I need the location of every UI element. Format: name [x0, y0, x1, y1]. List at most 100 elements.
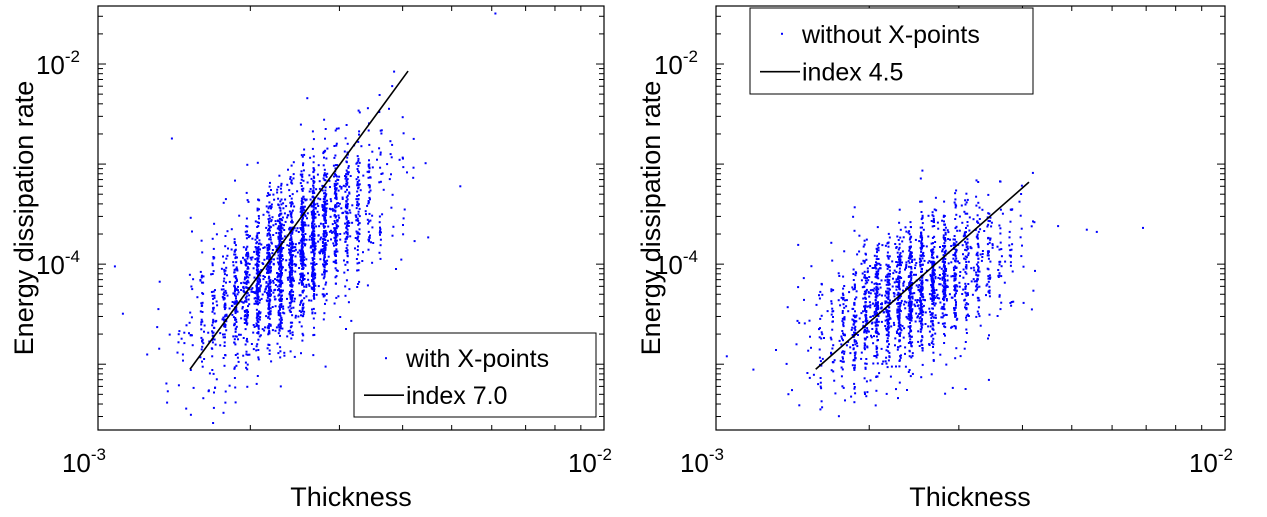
data-point [955, 292, 957, 295]
data-point [943, 245, 946, 248]
data-point [366, 284, 369, 287]
data-point [938, 274, 941, 276]
data-point [346, 188, 348, 191]
data-point [322, 277, 325, 280]
data-point [263, 246, 266, 249]
data-point [303, 274, 306, 277]
data-point [403, 208, 406, 211]
data-point [246, 199, 249, 202]
data-point [930, 256, 933, 259]
data-point [866, 345, 869, 348]
data-point [887, 283, 890, 286]
data-point [289, 291, 291, 294]
data-point [235, 300, 238, 302]
data-point [944, 269, 947, 272]
data-point [278, 214, 281, 217]
data-point [898, 208, 901, 211]
data-point [725, 355, 728, 358]
data-point [288, 276, 291, 279]
data-point [904, 346, 907, 349]
data-point [889, 273, 891, 275]
data-point [280, 321, 283, 324]
data-point [368, 191, 371, 194]
y-tick-label: 10-4 [36, 247, 80, 280]
data-point [355, 178, 358, 181]
data-point [245, 366, 248, 369]
data-point [289, 234, 292, 237]
data-point [953, 254, 956, 256]
data-point [301, 233, 303, 236]
data-point [290, 197, 293, 200]
data-point [325, 243, 328, 246]
data-point [300, 214, 303, 217]
data-point [285, 205, 288, 208]
data-point [964, 271, 967, 274]
data-point [308, 174, 311, 177]
data-point [942, 265, 945, 268]
data-point [910, 311, 913, 314]
data-point [211, 321, 214, 324]
data-point [887, 290, 890, 293]
data-point [256, 161, 259, 164]
data-point [896, 311, 899, 314]
data-point [954, 218, 957, 220]
data-point [302, 278, 304, 281]
data-point [933, 291, 936, 294]
data-point [954, 327, 957, 330]
data-point [987, 378, 990, 381]
data-point [230, 248, 233, 251]
data-point [841, 297, 844, 300]
data-point [325, 270, 328, 273]
data-point [300, 262, 302, 265]
data-point [945, 314, 948, 316]
data-point [334, 209, 337, 212]
data-point [1009, 264, 1012, 267]
data-point [341, 212, 344, 215]
data-point [292, 290, 295, 293]
data-point [288, 244, 291, 247]
data-point [910, 266, 913, 269]
data-point [275, 326, 278, 329]
data-point [291, 232, 294, 235]
data-point [319, 238, 322, 241]
data-point [915, 273, 917, 276]
data-point [999, 308, 1002, 311]
data-point [266, 194, 269, 197]
data-point [845, 305, 848, 308]
data-point [985, 284, 988, 287]
data-point [311, 244, 314, 247]
data-point [238, 333, 240, 336]
data-point [246, 257, 249, 260]
data-point [339, 233, 342, 235]
data-point [237, 289, 239, 292]
data-point [334, 216, 337, 219]
data-point [964, 341, 967, 343]
data-point [848, 291, 851, 294]
data-point [290, 179, 293, 182]
data-point [235, 288, 238, 291]
legend-label: index 7.0 [406, 382, 507, 410]
data-point [279, 187, 282, 190]
data-point [232, 264, 235, 267]
data-point [312, 263, 315, 266]
data-point [223, 318, 226, 321]
data-point [276, 276, 279, 279]
data-point [257, 338, 260, 341]
data-point [271, 216, 274, 219]
data-point [877, 277, 880, 280]
data-point [909, 302, 912, 304]
data-point [211, 264, 214, 267]
data-point [293, 355, 296, 358]
data-point [931, 323, 934, 326]
data-point [371, 261, 374, 264]
data-point [277, 332, 280, 335]
data-point [934, 302, 937, 305]
data-point [863, 348, 866, 351]
data-point [842, 294, 845, 297]
data-point [917, 315, 919, 318]
data-point [865, 310, 868, 312]
data-point [315, 188, 318, 191]
data-point [355, 207, 358, 210]
data-point [379, 166, 382, 169]
data-point [998, 260, 1001, 263]
